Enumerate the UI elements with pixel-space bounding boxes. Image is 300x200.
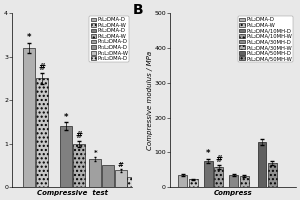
Text: *: * [27,33,31,42]
Bar [189,179,197,187]
Bar [128,177,140,187]
Bar [23,48,35,187]
Bar [268,163,277,187]
Bar [257,142,266,187]
Bar [230,175,238,187]
Bar [214,167,223,187]
Y-axis label: Compressive modulus / MPa: Compressive modulus / MPa [147,51,153,150]
Bar [60,126,71,187]
Bar [102,165,114,187]
Bar [240,176,249,187]
Bar [115,170,127,187]
Text: #: # [39,63,46,72]
Legend: P₁L₂DMA-D, P₁L₂DMA-W, P₁L₂DMA/10MH-D, P₁L₂DMA/10MH-W, P₁L₂DMA/30MH-D, P₁L₂DMA/30: P₁L₂DMA-D, P₁L₂DMA-W, P₁L₂DMA/10MH-D, P₁… [238,16,293,62]
Text: *: * [94,150,97,156]
Bar [204,161,213,187]
Text: *: * [206,149,211,158]
Bar [36,78,48,187]
X-axis label: Compress: Compress [214,190,252,196]
Text: B: B [132,3,143,17]
Legend: P₁L₂DMA-D, P₁L₂DMA-W, P₂L₂DMA-D, P₂L₂DMA-W, P₂₁L₂DMA-D, P₂₁L₂DMA-D, P₃₁L₂DMA-W, : P₁L₂DMA-D, P₁L₂DMA-W, P₂L₂DMA-D, P₂L₂DMA… [89,16,129,62]
X-axis label: Compressive  test: Compressive test [37,190,108,196]
Text: *: * [63,113,68,122]
Bar [73,144,85,187]
Text: #: # [118,162,124,168]
Text: #: # [75,131,82,140]
Bar [89,159,101,187]
Bar [178,175,187,187]
Text: #: # [215,155,222,164]
